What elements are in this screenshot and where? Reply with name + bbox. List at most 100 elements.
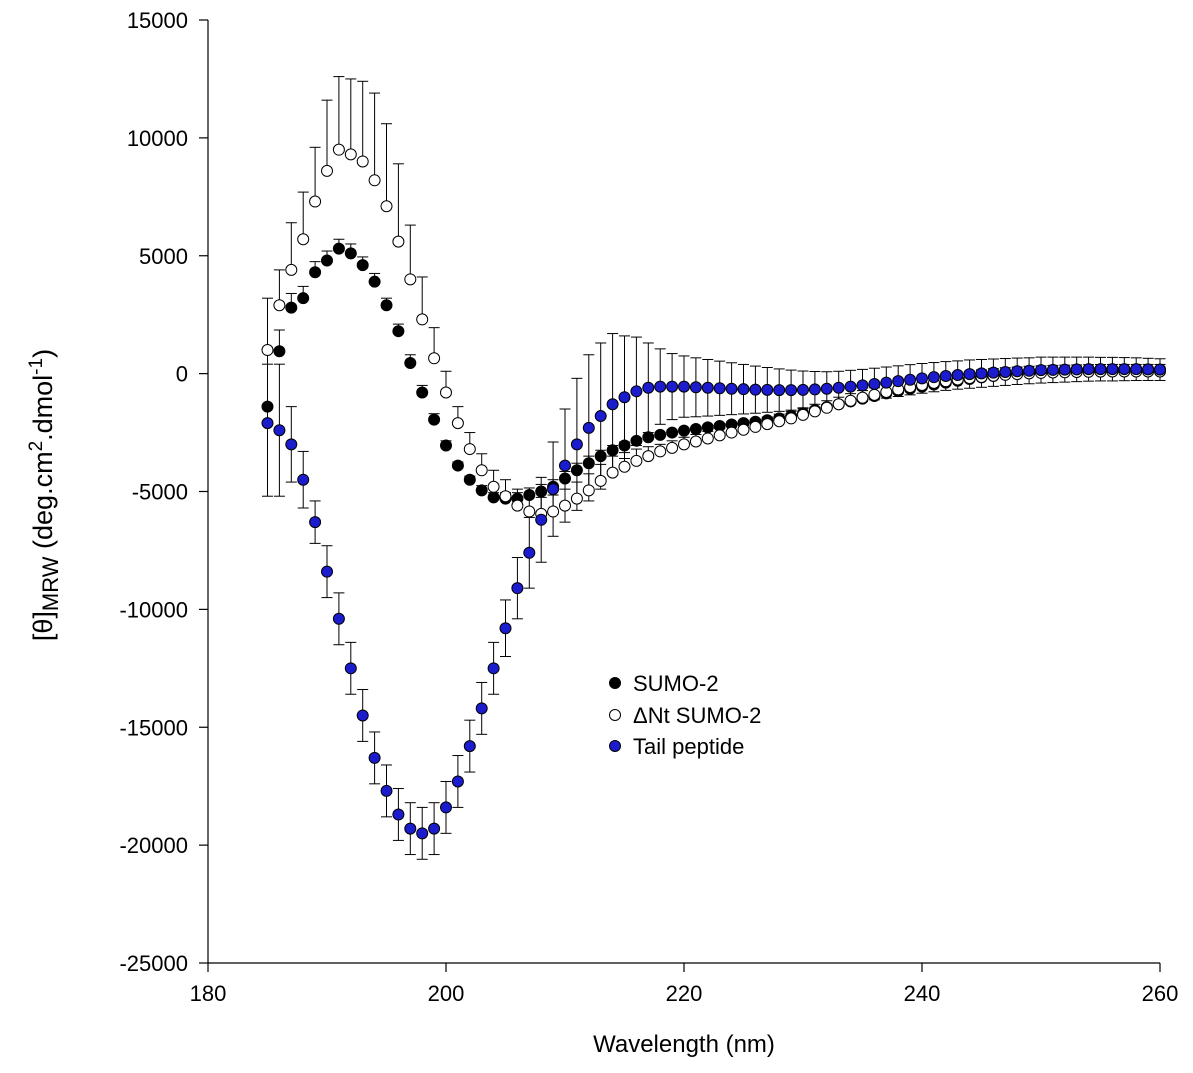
data-point-nt-sumo-2 — [785, 412, 798, 425]
data-point-tail-peptide — [1023, 364, 1036, 377]
data-point-nt-sumo-2 — [713, 429, 726, 442]
data-point-tail-peptide — [689, 381, 702, 394]
data-point-tail-peptide — [654, 380, 667, 393]
data-point-sumo-2 — [606, 444, 619, 457]
data-point-nt-sumo-2 — [749, 420, 762, 433]
data-point-tail-peptide — [559, 459, 571, 472]
data-point-tail-peptide — [832, 381, 845, 394]
data-point-nt-sumo-2 — [666, 441, 679, 454]
legend-marker-dnt-sumo2 — [609, 709, 621, 721]
data-point-sumo-2 — [523, 489, 536, 502]
data-point-sumo-2 — [321, 254, 333, 267]
y-tick-label: 0 — [176, 362, 188, 387]
data-point-nt-sumo-2 — [773, 415, 786, 428]
data-point-nt-sumo-2 — [416, 313, 429, 326]
data-point-tail-peptide — [630, 385, 643, 398]
legend-marker-sumo2 — [609, 677, 621, 689]
data-point-sumo-2 — [678, 424, 690, 437]
data-point-nt-sumo-2 — [273, 299, 286, 312]
data-point-nt-sumo-2 — [356, 155, 369, 168]
data-point-nt-sumo-2 — [844, 394, 857, 407]
data-points — [261, 143, 1166, 840]
data-point-tail-peptide — [309, 516, 322, 529]
data-point-nt-sumo-2 — [261, 344, 274, 357]
data-point-tail-peptide — [273, 424, 286, 437]
data-point-tail-peptide — [963, 368, 976, 381]
y-axis-label-units-3: ) — [28, 349, 58, 358]
data-point-tail-peptide — [642, 381, 655, 394]
data-point-nt-sumo-2 — [582, 484, 595, 497]
data-point-nt-sumo-2 — [332, 143, 345, 156]
data-point-tail-peptide — [428, 822, 441, 835]
data-point-tail-peptide — [761, 383, 774, 396]
data-point-tail-peptide — [713, 382, 726, 395]
y-axis-label: [θ]MRW (deg.cm2.dmol-1) — [26, 349, 63, 641]
data-point-tail-peptide — [392, 808, 405, 821]
data-point-nt-sumo-2 — [309, 195, 322, 208]
data-point-nt-sumo-2 — [463, 443, 476, 456]
data-point-sumo-2 — [582, 457, 595, 470]
data-point-nt-sumo-2 — [392, 235, 405, 248]
data-point-sumo-2 — [594, 450, 607, 463]
data-point-nt-sumo-2 — [380, 200, 393, 213]
data-point-tail-peptide — [904, 373, 917, 386]
data-point-tail-peptide — [916, 372, 928, 385]
data-point-tail-peptide — [547, 483, 560, 496]
data-point-sumo-2 — [630, 434, 643, 447]
data-point-sumo-2 — [654, 428, 667, 441]
data-point-sumo-2 — [285, 301, 298, 314]
data-point-tail-peptide — [1070, 363, 1083, 376]
data-point-tail-peptide — [523, 546, 536, 559]
data-point-tail-peptide — [749, 383, 762, 396]
data-point-tail-peptide — [939, 369, 952, 382]
data-point-sumo-2 — [428, 413, 441, 426]
data-point-tail-peptide — [737, 383, 750, 396]
legend: SUMO-2 ΔNt SUMO-2 Tail peptide — [609, 671, 761, 759]
data-point-sumo-2 — [392, 325, 405, 338]
data-point-tail-peptide — [356, 709, 369, 722]
data-point-nt-sumo-2 — [440, 386, 452, 399]
y-axis-label-prefix: [θ] — [28, 611, 58, 641]
data-point-tail-peptide — [285, 438, 298, 451]
data-point-sumo-2 — [701, 421, 714, 434]
data-point-sumo-2 — [380, 299, 393, 312]
data-point-tail-peptide — [261, 417, 274, 430]
data-point-nt-sumo-2 — [761, 418, 774, 431]
data-point-nt-sumo-2 — [523, 505, 536, 518]
data-point-tail-peptide — [725, 382, 738, 395]
x-tick-label: 260 — [1142, 981, 1179, 1006]
data-point-tail-peptide — [987, 366, 1000, 379]
data-point-nt-sumo-2 — [559, 499, 571, 512]
legend-marker-tail-peptide — [609, 740, 621, 752]
data-point-nt-sumo-2 — [725, 426, 738, 439]
data-point-sumo-2 — [642, 431, 655, 444]
y-axis-label-units-2: .dmol — [28, 375, 58, 441]
data-point-sumo-2 — [440, 439, 452, 452]
data-point-sumo-2 — [273, 345, 286, 358]
data-point-nt-sumo-2 — [404, 273, 417, 286]
data-point-nt-sumo-2 — [678, 438, 690, 451]
data-point-tail-peptide — [797, 383, 809, 396]
data-point-sumo-2 — [535, 485, 548, 498]
data-point-nt-sumo-2 — [428, 352, 441, 365]
data-point-tail-peptide — [666, 380, 679, 393]
data-point-tail-peptide — [606, 398, 619, 411]
y-tick-label: -20000 — [119, 833, 188, 858]
data-point-nt-sumo-2 — [451, 417, 464, 430]
data-point-sumo-2 — [689, 423, 702, 436]
data-point-tail-peptide — [808, 383, 821, 396]
data-point-tail-peptide — [332, 612, 345, 625]
y-tick-label: -5000 — [132, 480, 188, 505]
data-point-tail-peptide — [416, 827, 429, 840]
data-point-nt-sumo-2 — [630, 454, 643, 467]
data-point-nt-sumo-2 — [594, 474, 607, 487]
data-point-sumo-2 — [356, 259, 369, 272]
data-point-sumo-2 — [487, 491, 500, 504]
y-axis-label-sup-2: -1 — [26, 358, 47, 375]
y-tick-label: -10000 — [119, 597, 188, 622]
y-tick-label: -25000 — [119, 951, 188, 976]
data-point-tail-peptide — [951, 369, 964, 382]
data-point-nt-sumo-2 — [487, 480, 500, 493]
